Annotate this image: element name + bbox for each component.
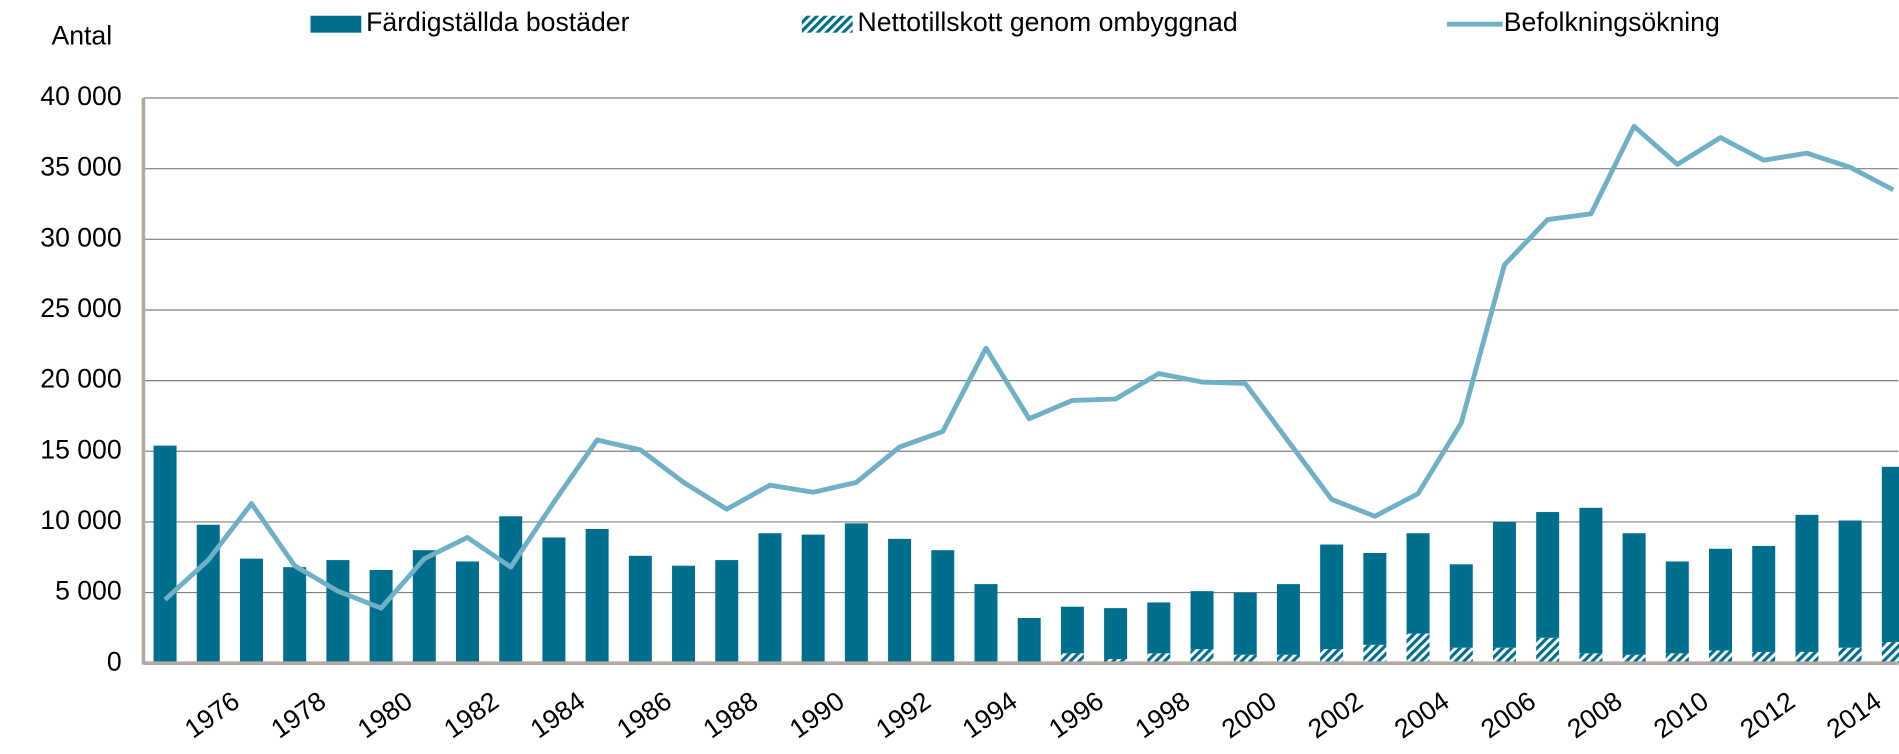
y-tick-label: 0 bbox=[107, 646, 122, 676]
hatched-bar-segment bbox=[1147, 653, 1171, 664]
bar-segment bbox=[1363, 553, 1387, 645]
legend-label: Färdigställda bostäder bbox=[366, 7, 629, 37]
hatched-bar-segment bbox=[1233, 654, 1257, 664]
bar-segment bbox=[1406, 533, 1430, 634]
bar-segment bbox=[844, 523, 868, 664]
x-tick-label: 1998 bbox=[1130, 686, 1196, 745]
y-axis-label: Antal bbox=[51, 21, 112, 51]
bar-segment bbox=[1320, 544, 1344, 650]
hatched-bar-segment bbox=[1752, 651, 1776, 664]
bar-segment bbox=[715, 560, 739, 664]
bar-segment bbox=[499, 516, 523, 664]
x-tick-label: 1990 bbox=[784, 686, 850, 745]
bar-segment bbox=[1579, 507, 1603, 654]
bar-segment bbox=[1536, 512, 1560, 638]
y-tick-label: 15 000 bbox=[40, 434, 121, 464]
x-tick-label: 1976 bbox=[179, 686, 245, 745]
bar-segment bbox=[1449, 564, 1473, 648]
bar-segment bbox=[1017, 618, 1041, 664]
hatched-bar-segment bbox=[1795, 651, 1819, 664]
bar-segment bbox=[326, 560, 350, 664]
bar-segment bbox=[542, 537, 566, 664]
bar-segment bbox=[974, 584, 998, 664]
bar-segment bbox=[456, 561, 480, 664]
x-tick-label: 2012 bbox=[1735, 686, 1801, 745]
legend-label: Nettotillskott genom ombyggnad bbox=[858, 7, 1238, 37]
hatched-bar-segment bbox=[1492, 647, 1516, 664]
bar-segment bbox=[888, 538, 912, 664]
bar-segment bbox=[1104, 608, 1128, 659]
x-tick-label: 2008 bbox=[1562, 686, 1628, 745]
bar-segment bbox=[1881, 466, 1899, 643]
x-tick-label: 2002 bbox=[1303, 686, 1369, 745]
hatched-bar-segment bbox=[1536, 637, 1560, 664]
hatched-bar-segment bbox=[1363, 644, 1387, 664]
bar-segment bbox=[1147, 602, 1171, 654]
bar-segment bbox=[758, 533, 782, 664]
bar-segment bbox=[1492, 521, 1516, 648]
y-tick-label: 35 000 bbox=[40, 152, 121, 182]
bar-segment bbox=[801, 534, 825, 664]
x-tick-label: 1996 bbox=[1043, 686, 1109, 745]
x-tick-label: 1980 bbox=[352, 686, 418, 745]
bar-segment bbox=[196, 524, 220, 664]
y-tick-label: 10 000 bbox=[40, 505, 121, 535]
x-tick-label: 2006 bbox=[1475, 686, 1541, 745]
bar-segment bbox=[1622, 533, 1646, 655]
x-tick-label: 2010 bbox=[1648, 686, 1714, 745]
x-tick-label: 1988 bbox=[698, 686, 764, 745]
x-tick-label: 2014 bbox=[1821, 685, 1887, 744]
x-tick-label: 2004 bbox=[1389, 685, 1455, 744]
hatched-bar-segment bbox=[1449, 647, 1473, 664]
bar-segment bbox=[628, 555, 652, 664]
hatched-bar-segment bbox=[1838, 647, 1862, 664]
bar-segment bbox=[1060, 606, 1084, 654]
hatched-bar-segment bbox=[1665, 653, 1689, 664]
legend-label: Befolkningsökning bbox=[1504, 7, 1720, 37]
bar-segment bbox=[931, 550, 955, 664]
bar-segment bbox=[585, 528, 609, 664]
hatched-bar-segment bbox=[1881, 642, 1899, 664]
bar-segment bbox=[412, 550, 436, 664]
x-tick-label: 1994 bbox=[957, 685, 1023, 744]
y-tick-label: 40 000 bbox=[40, 81, 121, 111]
y-tick-label: 30 000 bbox=[40, 222, 121, 252]
bar-segment bbox=[1795, 514, 1819, 652]
hatched-bar-segment bbox=[1709, 650, 1733, 664]
legend-swatch bbox=[801, 15, 853, 33]
x-tick-label: 2000 bbox=[1216, 686, 1282, 745]
line-series bbox=[163, 123, 1895, 611]
y-tick-label: 20 000 bbox=[40, 364, 121, 394]
bar-segment bbox=[1709, 548, 1733, 651]
legend-swatch bbox=[310, 15, 362, 33]
hatched-bar-segment bbox=[1276, 654, 1300, 664]
y-tick-label: 5 000 bbox=[55, 576, 122, 606]
bar-segment bbox=[1838, 520, 1862, 648]
x-tick-label: 1986 bbox=[611, 686, 677, 745]
bar-segment bbox=[1665, 561, 1689, 654]
bar-segment bbox=[369, 569, 393, 664]
bar-segment bbox=[153, 445, 177, 664]
bar-segment bbox=[1190, 591, 1214, 650]
bar-segment bbox=[1233, 592, 1257, 655]
hatched-bar-segment bbox=[1320, 649, 1344, 664]
y-tick-label: 25 000 bbox=[40, 293, 121, 323]
x-tick-label: 1978 bbox=[266, 686, 332, 745]
bar-segment bbox=[283, 567, 307, 664]
bar-segment bbox=[672, 565, 696, 664]
x-tick-label: 1992 bbox=[870, 686, 936, 745]
hatched-bar-segment bbox=[1104, 658, 1128, 664]
hatched-bar-segment bbox=[1190, 649, 1214, 664]
bar-segment bbox=[1752, 545, 1776, 652]
x-tick-label: 1984 bbox=[525, 685, 591, 744]
bar-segment bbox=[1276, 584, 1300, 655]
bar-segment bbox=[239, 558, 263, 664]
hatched-bar-segment bbox=[1622, 654, 1646, 664]
x-tick-label: 1982 bbox=[438, 686, 504, 745]
hatched-bar-segment bbox=[1579, 653, 1603, 664]
hatched-bar-segment bbox=[1406, 633, 1430, 664]
hatched-bar-segment bbox=[1060, 653, 1084, 664]
